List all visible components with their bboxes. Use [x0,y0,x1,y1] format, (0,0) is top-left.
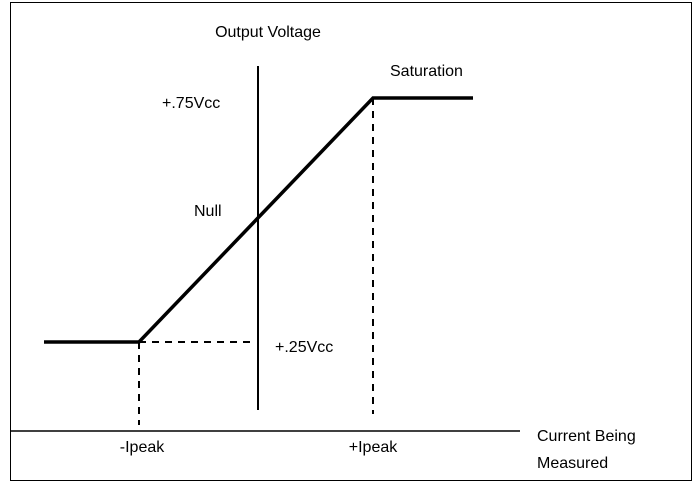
level-label: Null [194,203,222,220]
x-mark-label: +Ipeak [349,439,398,456]
level-label: +.75Vcc [162,95,220,112]
x-mark-label: -Ipeak [120,439,165,456]
x-axis-label: Current Being [537,428,636,445]
region-label: Saturation [390,63,463,80]
frame [10,2,692,481]
x-axis-label: Measured [537,455,608,472]
transfer-curve [44,96,473,344]
level-label: +.25Vcc [275,339,333,356]
y-axis-label: Output Voltage [215,24,321,41]
